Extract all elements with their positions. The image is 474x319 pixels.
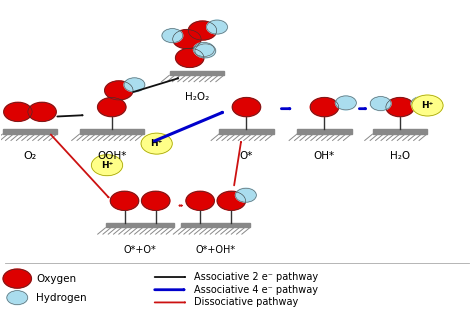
Bar <box>219 129 273 134</box>
Text: H₂O₂: H₂O₂ <box>185 92 209 102</box>
Text: Hydrogen: Hydrogen <box>36 293 87 303</box>
Circle shape <box>386 98 414 117</box>
Circle shape <box>105 81 133 100</box>
Circle shape <box>411 97 432 111</box>
Text: Associative 2 e⁻ pathway: Associative 2 e⁻ pathway <box>194 272 319 282</box>
Circle shape <box>142 191 170 210</box>
Text: H⁺: H⁺ <box>151 139 163 148</box>
Circle shape <box>91 155 123 176</box>
Text: O*+O*: O*+O* <box>124 245 156 255</box>
Text: Associative 4 e⁻ pathway: Associative 4 e⁻ pathway <box>194 285 319 295</box>
Circle shape <box>141 133 172 154</box>
Text: Oxygen: Oxygen <box>36 274 76 284</box>
Circle shape <box>310 98 338 117</box>
Circle shape <box>124 78 145 92</box>
Circle shape <box>188 21 217 40</box>
Circle shape <box>412 95 443 116</box>
Circle shape <box>186 191 214 210</box>
Circle shape <box>4 102 32 122</box>
Circle shape <box>3 269 31 288</box>
Circle shape <box>98 98 126 117</box>
Circle shape <box>193 42 214 56</box>
Text: OH*: OH* <box>314 151 335 161</box>
Bar <box>373 129 427 134</box>
Circle shape <box>28 102 56 122</box>
Circle shape <box>162 29 183 43</box>
Bar <box>106 223 174 227</box>
Text: OOH*: OOH* <box>97 151 127 161</box>
Circle shape <box>236 188 256 202</box>
Text: O*: O* <box>240 151 253 161</box>
Circle shape <box>336 96 356 110</box>
Bar <box>297 129 352 134</box>
Text: Dissociative pathway: Dissociative pathway <box>194 297 299 308</box>
Circle shape <box>370 97 391 111</box>
Text: O*+OH*: O*+OH* <box>196 245 236 255</box>
Circle shape <box>175 48 204 67</box>
Circle shape <box>173 30 201 49</box>
Text: H₂O: H₂O <box>390 151 410 161</box>
Bar <box>80 129 144 134</box>
Bar <box>3 129 57 134</box>
Circle shape <box>110 191 139 210</box>
Text: H⁺: H⁺ <box>101 161 113 170</box>
Bar <box>170 70 224 75</box>
Circle shape <box>232 98 261 117</box>
Text: O₂: O₂ <box>23 151 36 161</box>
Circle shape <box>207 20 228 34</box>
Text: H⁺: H⁺ <box>421 101 434 110</box>
Bar <box>182 223 250 227</box>
Circle shape <box>7 291 27 305</box>
Circle shape <box>217 191 246 210</box>
Circle shape <box>195 44 216 58</box>
